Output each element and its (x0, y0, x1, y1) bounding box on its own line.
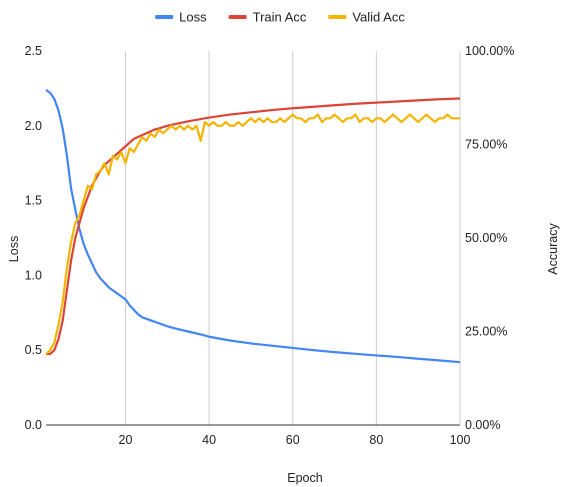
x-axis: 20 40 60 80 100 (119, 433, 471, 447)
y-right-tick-label: 100.00% (465, 44, 514, 58)
legend-label-loss: Loss (179, 10, 207, 25)
gridlines (46, 51, 461, 426)
series-line-train-acc (46, 97, 461, 356)
legend-swatch-loss (155, 15, 174, 19)
y-axis-left: 0.0 0.5 1.0 1.5 2.0 2.5 (25, 44, 42, 432)
legend: Loss Train Acc Valid Acc (155, 10, 405, 25)
series-lines (45, 89, 461, 364)
x-tick-label: 60 (286, 433, 300, 447)
legend-swatch-valid-acc (328, 15, 347, 19)
y-left-tick-label: 0.0 (25, 418, 42, 432)
x-tick-label: 40 (202, 433, 216, 447)
y-right-tick-label: 25.00% (465, 325, 507, 339)
series-line-loss (45, 89, 461, 364)
y-axis-left-title: Loss (7, 236, 21, 262)
legend-swatch-train-acc (228, 15, 247, 19)
y-left-tick-label: 0.5 (25, 343, 42, 357)
y-left-tick-label: 1.0 (25, 268, 42, 282)
y-right-tick-label: 75.00% (465, 138, 507, 152)
x-tick-label: 20 (119, 433, 133, 447)
y-right-tick-label: 0.00% (465, 418, 500, 432)
y-axis-right: 0.00% 25.00% 50.00% 75.00% 100.00% (465, 44, 514, 432)
legend-label-valid-acc: Valid Acc (352, 10, 405, 25)
legend-label-train-acc: Train Acc (253, 10, 307, 25)
y-left-tick-label: 1.5 (25, 194, 42, 208)
y-right-tick-label: 50.00% (465, 231, 507, 245)
y-left-tick-label: 2.5 (25, 44, 42, 58)
x-axis-title: Epoch (287, 471, 322, 485)
y-left-tick-label: 2.0 (25, 119, 42, 133)
y-axis-right-title: Accuracy (546, 223, 560, 275)
series-line-valid-acc (45, 113, 460, 355)
x-tick-label: 80 (369, 433, 383, 447)
x-tick-label: 100 (450, 433, 471, 447)
